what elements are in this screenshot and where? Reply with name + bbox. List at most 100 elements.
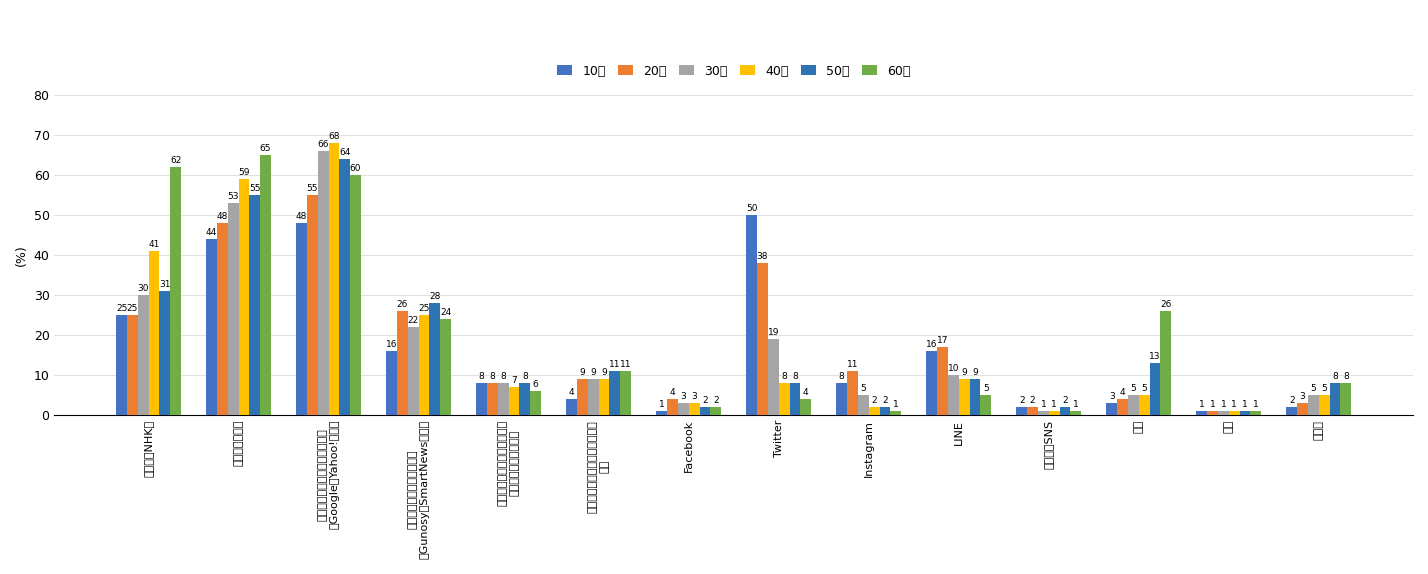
Text: 3: 3 — [1299, 392, 1305, 401]
Text: 5: 5 — [1311, 384, 1317, 393]
Text: 1: 1 — [1041, 400, 1047, 409]
Text: 26: 26 — [397, 300, 408, 309]
Bar — [498, 383, 508, 415]
Bar — [440, 319, 451, 415]
Bar — [1150, 363, 1161, 415]
Text: 1: 1 — [1200, 400, 1205, 409]
Text: 65: 65 — [260, 144, 271, 153]
Text: 2: 2 — [1289, 396, 1295, 405]
Bar — [250, 195, 260, 415]
Text: 4: 4 — [803, 388, 808, 397]
Text: 8: 8 — [523, 372, 528, 381]
Text: 1: 1 — [1210, 400, 1215, 409]
Bar — [116, 315, 127, 415]
Text: 41: 41 — [149, 240, 160, 249]
Text: 38: 38 — [757, 252, 768, 261]
Bar — [710, 407, 721, 415]
Text: 44: 44 — [206, 228, 217, 237]
Text: 55: 55 — [248, 184, 260, 193]
Text: 53: 53 — [227, 192, 238, 201]
Text: 25: 25 — [127, 304, 139, 313]
Text: 2: 2 — [1030, 396, 1035, 405]
Bar — [1218, 411, 1230, 415]
Text: 31: 31 — [159, 280, 170, 289]
Text: 1: 1 — [658, 400, 664, 409]
Text: 11: 11 — [620, 360, 631, 369]
Text: 48: 48 — [296, 212, 307, 221]
Bar — [238, 179, 250, 415]
Bar — [688, 403, 700, 415]
Text: 3: 3 — [691, 392, 697, 401]
Text: 5: 5 — [861, 384, 867, 393]
Bar — [318, 151, 328, 415]
Bar — [328, 143, 340, 415]
Bar — [1319, 395, 1329, 415]
Bar — [1207, 411, 1218, 415]
Bar — [477, 383, 487, 415]
Bar — [1297, 403, 1308, 415]
Bar — [1251, 411, 1261, 415]
Text: 5: 5 — [982, 384, 988, 393]
Bar — [217, 223, 228, 415]
Bar — [948, 375, 958, 415]
Text: 28: 28 — [430, 292, 440, 301]
Text: 24: 24 — [440, 308, 451, 317]
Bar — [958, 379, 970, 415]
Bar — [487, 383, 498, 415]
Bar — [1138, 395, 1150, 415]
Text: 5: 5 — [1141, 384, 1147, 393]
Text: 5: 5 — [1321, 384, 1327, 393]
Text: 1: 1 — [1051, 400, 1057, 409]
Text: 62: 62 — [170, 156, 181, 165]
Text: 59: 59 — [238, 168, 250, 177]
Bar — [567, 399, 577, 415]
Text: 19: 19 — [768, 328, 780, 337]
Bar — [970, 379, 981, 415]
Text: 2: 2 — [871, 396, 877, 405]
Bar — [588, 379, 598, 415]
Text: 30: 30 — [137, 284, 149, 293]
Text: 50: 50 — [745, 204, 757, 213]
Bar — [397, 311, 408, 415]
Text: 3: 3 — [1110, 392, 1115, 401]
Bar — [577, 379, 588, 415]
Text: 68: 68 — [328, 132, 340, 141]
Text: 9: 9 — [590, 368, 595, 377]
Text: 7: 7 — [511, 376, 517, 385]
Bar — [657, 411, 667, 415]
Bar — [927, 351, 937, 415]
Text: 1: 1 — [1072, 400, 1078, 409]
Bar — [1240, 411, 1251, 415]
Bar — [700, 407, 710, 415]
Text: 8: 8 — [1342, 372, 1348, 381]
Text: 16: 16 — [925, 340, 938, 349]
Text: 2: 2 — [883, 396, 888, 405]
Text: 8: 8 — [838, 372, 844, 381]
Text: 9: 9 — [972, 368, 978, 377]
Bar — [768, 339, 778, 415]
Text: 1: 1 — [892, 400, 898, 409]
Text: 2: 2 — [1020, 396, 1024, 405]
Text: 1: 1 — [1231, 400, 1237, 409]
Bar — [937, 347, 948, 415]
Bar — [296, 223, 307, 415]
Text: 4: 4 — [1120, 388, 1125, 397]
Bar — [530, 391, 541, 415]
Text: 64: 64 — [338, 148, 350, 157]
Text: 2: 2 — [703, 396, 708, 405]
Bar — [170, 167, 181, 415]
Text: 60: 60 — [350, 164, 361, 173]
Bar — [160, 291, 170, 415]
Text: 5: 5 — [1131, 384, 1137, 393]
Text: 26: 26 — [1160, 300, 1171, 309]
Bar — [1107, 403, 1117, 415]
Text: 55: 55 — [307, 184, 318, 193]
Text: 8: 8 — [781, 372, 787, 381]
Bar — [408, 327, 418, 415]
Bar — [1308, 395, 1319, 415]
Text: 8: 8 — [478, 372, 484, 381]
Bar — [800, 399, 811, 415]
Bar — [747, 215, 757, 415]
Text: 10: 10 — [948, 364, 960, 373]
Y-axis label: (%): (%) — [16, 244, 29, 266]
